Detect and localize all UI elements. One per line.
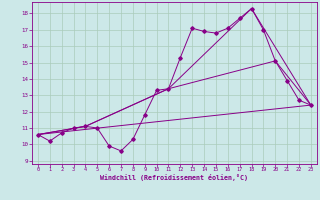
X-axis label: Windchill (Refroidissement éolien,°C): Windchill (Refroidissement éolien,°C) — [100, 174, 248, 181]
